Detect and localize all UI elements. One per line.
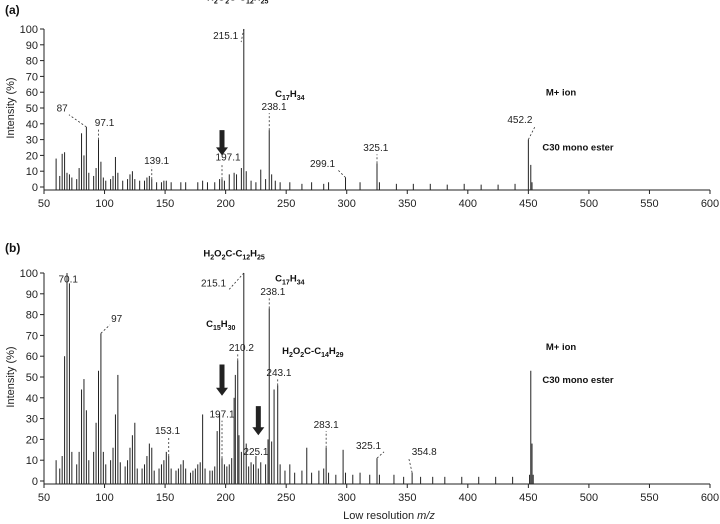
panel-a-y-tick-label: 50 <box>26 103 38 115</box>
panel-a-x-tick-label: 100 <box>95 198 113 210</box>
panel-b-annotation: H2O2C-C14H29 <box>282 346 344 359</box>
panel-b-x-tick-label: 400 <box>459 492 477 504</box>
panel-a-peak-leader <box>528 125 536 140</box>
panel-b-peak-label: 325.1 <box>356 441 381 452</box>
panel-b-peak-label: 97 <box>111 314 123 325</box>
panel-a-peak-label: 238.1 <box>262 102 287 113</box>
panel-a-peak-label: 139.1 <box>144 156 169 167</box>
panel-a-x-tick-label: 300 <box>338 198 356 210</box>
panel-b-peak-label: 225.1 <box>243 447 268 458</box>
panel-a-peak-leader <box>337 169 346 178</box>
panel-b-x-tick-label: 500 <box>580 492 598 504</box>
panel-a-peak-leader <box>68 114 87 128</box>
panel-a-y-tick-label: 60 <box>26 87 38 99</box>
panel-b-y-axis-title: Intensity (%) <box>5 346 17 407</box>
panel-a-annotation: C30 mono ester <box>542 143 614 154</box>
panel-b-y-tick-label: 90 <box>26 289 38 301</box>
panel-a-y-tick-label: 100 <box>20 24 38 36</box>
panel-b-y-tick-label: 20 <box>26 434 38 446</box>
panel-a-x-tick-label: 250 <box>277 198 295 210</box>
panel-a-y-tick-label: 80 <box>26 56 38 68</box>
panel-b-peak-label: 70.1 <box>58 274 78 285</box>
panel-a-annotation: C17H34 <box>275 89 304 102</box>
panel-a-annotation: M+ ion <box>546 87 577 98</box>
panel-b-peak-label: 197.1 <box>209 410 234 421</box>
panel-b-peak-leader <box>228 272 245 290</box>
panel-b-annotation: C17H34 <box>275 273 304 286</box>
panel-b-x-axis-title: Low resolution m/z <box>343 510 435 522</box>
panel-a-peak-label: 452.2 <box>507 115 532 126</box>
panel-b-peak-label: 210.2 <box>229 343 254 354</box>
panel-b-peak-leader <box>408 457 413 473</box>
panel-b-y-tick-label: 30 <box>26 414 38 426</box>
panel-b-y-tick-label: 0 <box>32 476 38 488</box>
panel-b-annotation: H2O2C-C12H25 <box>203 248 265 261</box>
panel-a-x-tick-label: 500 <box>580 198 598 210</box>
panel-b-annotation: M+ ion <box>546 342 577 353</box>
panel-b-peak-label: 153.1 <box>155 426 180 437</box>
panel-a-peak-label: 215.1 <box>213 31 238 42</box>
panel-b-annotation: C15H30 <box>206 319 235 332</box>
panel-a-label: (a) <box>5 3 20 17</box>
panel-b-peak-label: 243.1 <box>266 368 291 379</box>
panel-b-y-tick-label: 40 <box>26 393 38 405</box>
panel-b-x-tick-label: 200 <box>216 492 234 504</box>
panel-a-x-tick-label: 400 <box>459 198 477 210</box>
panel-a-peak-label: 197.1 <box>216 153 241 164</box>
panel-b-y-tick-label: 50 <box>26 372 38 384</box>
panel-b-x-tick-label: 300 <box>338 492 356 504</box>
panel-a-y-tick-label: 20 <box>26 150 38 162</box>
panel-a-y-tick-label: 0 <box>32 182 38 194</box>
panel-a-x-tick-label: 550 <box>640 198 658 210</box>
panel-a-annotation: H2O2C-C12H25 <box>207 0 269 5</box>
panel-a-x-tick-label: 50 <box>38 198 50 210</box>
panel-b-peak-label: 283.1 <box>314 420 339 431</box>
panel-b-x-tick-label: 250 <box>277 492 295 504</box>
panel-a-x-tick-label: 350 <box>398 198 416 210</box>
panel-a-y-tick-label: 90 <box>26 40 38 52</box>
panel-b-peak-label: 354.8 <box>412 447 437 458</box>
panel-a-x-tick-label: 200 <box>216 198 234 210</box>
panel-a-y-axis-title: Intensity (%) <box>5 77 17 138</box>
panel-a-peak-label: 97.1 <box>95 118 115 129</box>
panel-a-y-tick-label: 70 <box>26 71 38 83</box>
panel-b-x-tick-label: 150 <box>156 492 174 504</box>
panel-b-x-tick-label: 100 <box>95 492 113 504</box>
panel-a-y-tick-label: 10 <box>26 166 38 178</box>
panel-b-peak-leader <box>376 451 385 459</box>
panel-b-annotation: C30 mono ester <box>542 375 614 386</box>
panel-b-x-tick-label: 600 <box>701 492 719 504</box>
panel-a-x-tick-label: 450 <box>519 198 537 210</box>
panel-b-y-tick-label: 70 <box>26 330 38 342</box>
panel-b-y-tick-label: 60 <box>26 351 38 363</box>
panel-b-x-tick-label: 50 <box>38 492 50 504</box>
panel-b-x-tick-label: 450 <box>519 492 537 504</box>
panel-b-arrow-icon <box>216 364 229 396</box>
panel-b-y-tick-label: 100 <box>20 268 38 280</box>
panel-b-peak-label: 238.1 <box>260 287 285 298</box>
panel-a-peak-label: 87 <box>57 104 69 115</box>
panel-b-arrow-icon <box>252 406 265 436</box>
panel-b-label: (b) <box>5 241 20 255</box>
panel-a-peak-label: 325.1 <box>363 143 388 154</box>
panel-b-x-tick-label: 550 <box>640 492 658 504</box>
panel-a-x-tick-label: 150 <box>156 198 174 210</box>
panel-a-y-tick-label: 40 <box>26 119 38 131</box>
panel-a-y-tick-label: 30 <box>26 135 38 147</box>
panel-b-peak-leader <box>100 324 111 334</box>
panel-a-peak-label: 299.1 <box>310 159 335 170</box>
panel-b-x-tick-label: 350 <box>398 492 416 504</box>
panel-b-peak-label: 215.1 <box>201 279 226 290</box>
panel-a-arrow-icon <box>216 130 229 156</box>
panel-a-x-tick-label: 600 <box>701 198 719 210</box>
panel-b-y-tick-label: 10 <box>26 455 38 467</box>
panel-b-y-tick-label: 80 <box>26 310 38 322</box>
